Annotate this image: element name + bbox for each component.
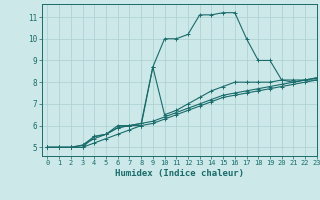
X-axis label: Humidex (Indice chaleur): Humidex (Indice chaleur) xyxy=(115,169,244,178)
